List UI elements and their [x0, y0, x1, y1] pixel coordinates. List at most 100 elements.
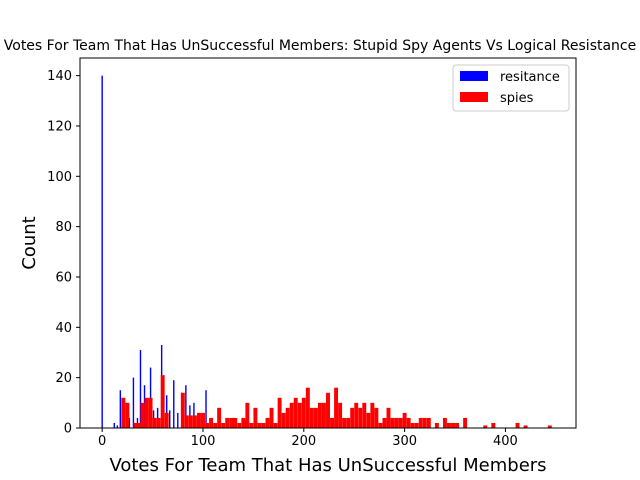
spies-bar [233, 417, 238, 428]
spies-bar [261, 422, 266, 428]
spies-bar [249, 422, 254, 428]
spies-bar [201, 412, 205, 428]
spies-bar [137, 422, 142, 428]
spies-bar [297, 402, 302, 428]
spies-bar [257, 422, 262, 428]
resistance-bar [139, 349, 142, 428]
spies-bar [483, 425, 488, 428]
legend-label-resistance: resitance [500, 70, 560, 85]
spies-bar [285, 407, 290, 428]
spies-bar [394, 417, 399, 428]
spies-bar [225, 417, 230, 428]
spies-bar [213, 422, 218, 428]
spies-bar [410, 422, 415, 428]
spies-bar [309, 407, 314, 428]
y-axis-ticks: 0 20 40 60 80 100 120 140 [47, 69, 80, 437]
spies-bar [160, 375, 165, 428]
spies-bar [362, 402, 367, 428]
spies-bar [144, 397, 149, 428]
spies-bar [386, 407, 391, 428]
x-axis-label: Votes For Team That Has UnSuccessful Mem… [109, 455, 546, 476]
y-tick-label: 140 [47, 69, 72, 84]
spies-bar [253, 407, 258, 428]
spies-bar [237, 422, 242, 428]
x-tick-label: 100 [191, 434, 216, 449]
spies-bar [334, 387, 339, 428]
spies-bar [422, 417, 427, 428]
spies-bar [241, 417, 246, 428]
spies-bar [184, 415, 189, 428]
spies-bar [346, 417, 351, 428]
spies-bar [350, 407, 355, 428]
spies-bars [121, 375, 552, 428]
spies-bar [338, 402, 343, 428]
spies-bar [164, 412, 169, 428]
spies-bar [402, 412, 407, 428]
spies-bar [366, 412, 371, 428]
resistance-bar [177, 412, 179, 428]
resistance-bar [244, 420, 247, 428]
spies-bar [301, 397, 306, 428]
legend: resitance spies [452, 64, 570, 112]
plot-frame [79, 57, 577, 429]
spies-bar [398, 417, 403, 428]
spies-bar [317, 402, 322, 428]
x-tick-label: 0 [98, 434, 106, 449]
resistance-bar [136, 417, 139, 428]
spies-bar [125, 402, 130, 428]
spies-bar [229, 417, 234, 428]
spies-bar [192, 415, 197, 428]
x-tick-label: 300 [392, 434, 417, 449]
spies-bar [382, 417, 387, 428]
spies-bar [221, 422, 226, 428]
spies-bar [152, 417, 157, 428]
spies-bar [451, 422, 455, 428]
spies-bar [265, 417, 270, 428]
resistance-bar [119, 390, 122, 428]
spies-bar [140, 402, 145, 428]
y-tick-label: 40 [55, 321, 72, 336]
spies-bar [455, 422, 459, 428]
legend-label-spies: spies [500, 91, 534, 106]
spies-bar [463, 417, 468, 428]
resistance-bar [185, 385, 187, 428]
legend-swatch-spies [460, 92, 488, 102]
y-tick-label: 120 [47, 119, 72, 134]
spies-bar [406, 417, 411, 428]
resistance-bar [205, 390, 207, 428]
spies-bar [330, 417, 334, 428]
spies-bar [523, 425, 528, 428]
resistance-bar [143, 385, 146, 428]
spies-bar [289, 402, 294, 428]
chart-title: Votes For Team That Has UnSuccessful Mem… [4, 38, 636, 54]
y-tick-label: 0 [64, 422, 72, 437]
y-tick-label: 20 [55, 371, 72, 386]
resistance-bar [101, 75, 103, 429]
spies-bar [273, 422, 278, 428]
spies-bar [326, 392, 330, 428]
spies-bar [205, 422, 209, 428]
spies-bar [390, 417, 395, 428]
spies-bar [133, 422, 138, 428]
spies-bar [414, 422, 419, 428]
resistance-bar [232, 417, 234, 428]
spies-bar [245, 402, 250, 428]
resistance-bar [169, 410, 171, 428]
resistance-bar [132, 377, 135, 428]
spies-bar [209, 417, 214, 428]
spies-bar [358, 407, 363, 428]
spies-bar [374, 407, 379, 428]
spies-bar [305, 387, 310, 428]
spies-bar [156, 417, 161, 428]
x-tick-label: 400 [493, 434, 518, 449]
spies-bar [378, 422, 383, 428]
spies-bar [277, 397, 282, 428]
resistance-bar [128, 417, 131, 428]
spies-bar [491, 422, 496, 428]
spies-bar [370, 402, 375, 428]
spies-bar [196, 412, 201, 428]
spies-bar [418, 417, 423, 428]
resistance-bars [101, 75, 260, 429]
spies-bar [426, 417, 431, 428]
